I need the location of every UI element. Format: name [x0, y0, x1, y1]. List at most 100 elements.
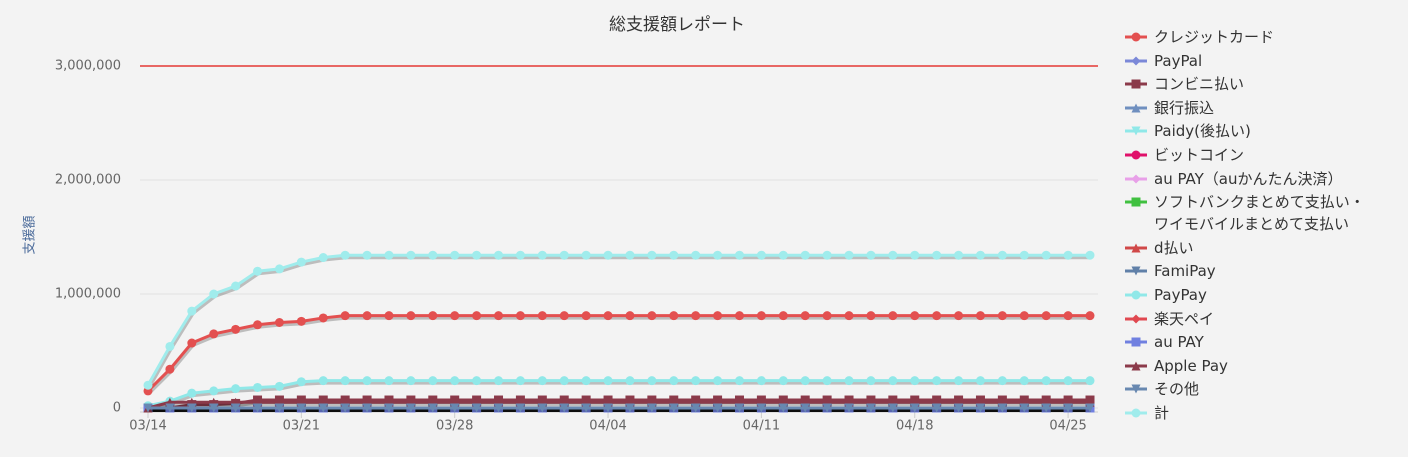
marker: [318, 313, 328, 323]
marker: [1131, 174, 1141, 184]
marker: [778, 250, 788, 260]
legend-item[interactable]: クレジットカード: [1124, 26, 1404, 48]
legend-item[interactable]: その他: [1124, 378, 1404, 400]
legend-icon: [1125, 174, 1147, 184]
marker: [340, 376, 350, 386]
legend-icon: [1125, 79, 1147, 89]
marker: [975, 403, 985, 413]
marker: [494, 376, 504, 386]
marker: [1131, 197, 1141, 207]
marker: [778, 376, 788, 386]
legend-item[interactable]: 銀行振込: [1124, 97, 1404, 119]
legend-item[interactable]: コンビニ払い: [1124, 73, 1404, 95]
marker: [1131, 103, 1141, 113]
legend-item[interactable]: PayPal: [1124, 50, 1404, 72]
marker: [844, 311, 854, 321]
marker: [844, 250, 854, 260]
marker: [231, 324, 241, 334]
marker: [1063, 250, 1073, 260]
marker: [450, 311, 460, 321]
marker: [318, 376, 328, 386]
y-axis-title: 支援額: [23, 215, 38, 254]
marker: [1063, 403, 1073, 413]
legend-icon: [1125, 32, 1147, 42]
marker: [800, 311, 810, 321]
marker: [910, 403, 920, 413]
marker: [888, 403, 898, 413]
marker: [800, 250, 810, 260]
legend-item[interactable]: PayPay: [1124, 284, 1404, 306]
marker: [932, 403, 942, 413]
marker: [1019, 250, 1029, 260]
x-tick-label: 03/28: [436, 419, 473, 434]
legend-icon: [1125, 243, 1147, 253]
legend-icon: [1125, 384, 1147, 394]
marker: [559, 250, 569, 260]
marker: [866, 403, 876, 413]
marker: [472, 311, 482, 321]
legend-icon: [1125, 290, 1147, 300]
legend-item[interactable]: Paidy(後払い): [1124, 120, 1404, 142]
marker: [428, 376, 438, 386]
marker: [910, 311, 920, 321]
marker: [515, 311, 525, 321]
marker: [844, 403, 854, 413]
marker: [253, 266, 263, 276]
marker: [515, 403, 525, 413]
chart-title: 総支援額レポート: [609, 15, 745, 35]
marker: [932, 250, 942, 260]
marker: [296, 316, 306, 326]
marker: [340, 250, 350, 260]
marker: [165, 341, 175, 351]
marker: [143, 380, 153, 390]
marker: [734, 376, 744, 386]
legend-item[interactable]: 計: [1124, 402, 1404, 424]
marker: [734, 403, 744, 413]
legend-item[interactable]: Apple Pay: [1124, 355, 1404, 377]
marker: [975, 376, 985, 386]
marker: [910, 250, 920, 260]
marker: [1063, 376, 1073, 386]
marker: [1085, 376, 1095, 386]
marker: [494, 403, 504, 413]
marker: [691, 311, 701, 321]
marker: [1085, 311, 1095, 321]
marker: [975, 311, 985, 321]
marker: [647, 311, 657, 321]
marker: [932, 311, 942, 321]
marker: [997, 403, 1007, 413]
marker: [384, 250, 394, 260]
legend-label: 計: [1154, 403, 1170, 422]
marker: [800, 376, 810, 386]
marker: [713, 403, 723, 413]
marker: [756, 250, 766, 260]
marker: [406, 311, 416, 321]
legend-icon: [1125, 126, 1147, 136]
marker: [231, 403, 241, 413]
marker: [537, 250, 547, 260]
marker: [1131, 243, 1141, 253]
legend-item[interactable]: au PAY: [1124, 331, 1404, 353]
marker: [713, 250, 723, 260]
legend-item[interactable]: ビットコイン: [1124, 144, 1404, 166]
marker: [888, 311, 898, 321]
marker: [274, 318, 284, 327]
x-tick-label: 03/14: [129, 419, 166, 434]
marker: [537, 376, 547, 386]
legend-icon: [1125, 408, 1147, 418]
marker: [450, 250, 460, 260]
marker: [954, 403, 964, 413]
legend-item[interactable]: FamiPay: [1124, 260, 1404, 282]
legend-item[interactable]: d払い: [1124, 237, 1404, 259]
legend-item[interactable]: au PAY（auかんたん決済）: [1124, 168, 1404, 190]
marker: [559, 311, 569, 321]
legend-item[interactable]: ソフトバンクまとめて支払い・ ワイモバイルまとめて支払い: [1124, 191, 1404, 235]
marker: [318, 403, 328, 413]
marker: [384, 311, 394, 321]
marker: [866, 311, 876, 321]
marker: [603, 403, 613, 413]
legend-item[interactable]: 楽天ペイ: [1124, 308, 1404, 330]
marker: [472, 403, 482, 413]
marker: [734, 250, 744, 260]
marker: [274, 403, 284, 413]
